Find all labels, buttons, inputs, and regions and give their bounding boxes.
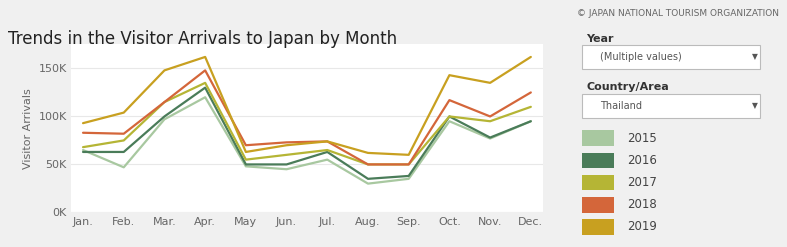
FancyBboxPatch shape [582,130,614,146]
FancyBboxPatch shape [582,219,614,235]
Text: 2019: 2019 [627,221,657,233]
Text: (Multiple values): (Multiple values) [600,52,682,62]
Text: 2015: 2015 [627,132,657,144]
Text: 2017: 2017 [627,176,657,189]
Text: ▼: ▼ [752,101,758,110]
Text: ▼: ▼ [752,52,758,62]
Text: Country/Area: Country/Area [586,82,669,92]
FancyBboxPatch shape [582,175,614,190]
FancyBboxPatch shape [582,152,614,168]
Text: 2016: 2016 [627,154,657,167]
Text: Year: Year [586,34,614,43]
FancyBboxPatch shape [582,45,759,69]
Y-axis label: Visitor Arrivals: Visitor Arrivals [23,88,33,169]
FancyBboxPatch shape [582,197,614,212]
Text: 2018: 2018 [627,198,657,211]
FancyBboxPatch shape [582,94,759,118]
Text: Trends in the Visitor Arrivals to Japan by Month: Trends in the Visitor Arrivals to Japan … [8,30,397,48]
Text: Thailand: Thailand [600,101,642,111]
Text: © JAPAN NATIONAL TOURISM ORGANIZATION: © JAPAN NATIONAL TOURISM ORGANIZATION [577,9,779,18]
